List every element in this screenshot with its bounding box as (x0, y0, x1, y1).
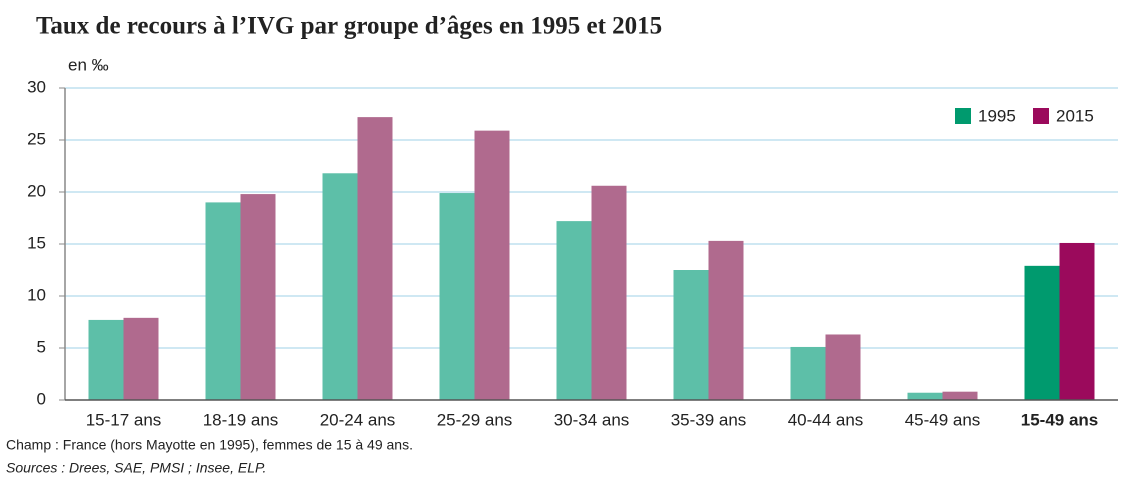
bar (1024, 265, 1060, 400)
x-tick-label: 40-44 ans (788, 410, 864, 429)
bar (322, 173, 358, 400)
bar (123, 317, 159, 400)
bar (708, 240, 744, 400)
bar (790, 346, 826, 400)
x-tick-label: 15-49 ans (1021, 410, 1099, 429)
note: Champ : France (hors Mayotte en 1995), f… (6, 437, 413, 453)
bar (88, 319, 124, 400)
legend-label: 2015 (1056, 106, 1094, 125)
legend-swatch (1033, 108, 1049, 124)
bar (673, 270, 709, 400)
bar (240, 194, 276, 400)
legend-swatch (955, 108, 971, 124)
note: Sources : Drees, SAE, PMSI ; Insee, ELP. (6, 460, 266, 476)
bar (556, 221, 592, 400)
x-tick-label: 20-24 ans (320, 410, 396, 429)
y-tick-label: 5 (37, 337, 46, 356)
x-tick-label: 18-19 ans (203, 410, 279, 429)
x-tick-label: 25-29 ans (437, 410, 513, 429)
bar (591, 185, 627, 400)
legend-label: 1995 (978, 106, 1016, 125)
bar (474, 130, 510, 400)
x-tick-label: 15-17 ans (86, 410, 162, 429)
y-axis-label: en ‰ (68, 55, 109, 74)
y-tick-label: 25 (27, 129, 46, 148)
y-tick-label: 20 (27, 181, 46, 200)
bar (907, 392, 943, 400)
bar (357, 117, 393, 401)
y-tick-label: 10 (27, 285, 46, 304)
bar (439, 193, 475, 400)
x-tick-label: 45-49 ans (905, 410, 981, 429)
chart-title: Taux de recours à l’IVG par groupe d’âge… (36, 13, 662, 40)
bar (205, 202, 241, 400)
y-tick-label: 15 (27, 233, 46, 252)
x-tick-label: 30-34 ans (554, 410, 630, 429)
y-tick-label: 30 (27, 77, 46, 96)
bar (825, 334, 861, 400)
bar (942, 391, 978, 400)
y-tick-label: 0 (37, 389, 46, 408)
bar (1059, 242, 1095, 400)
x-tick-label: 35-39 ans (671, 410, 747, 429)
